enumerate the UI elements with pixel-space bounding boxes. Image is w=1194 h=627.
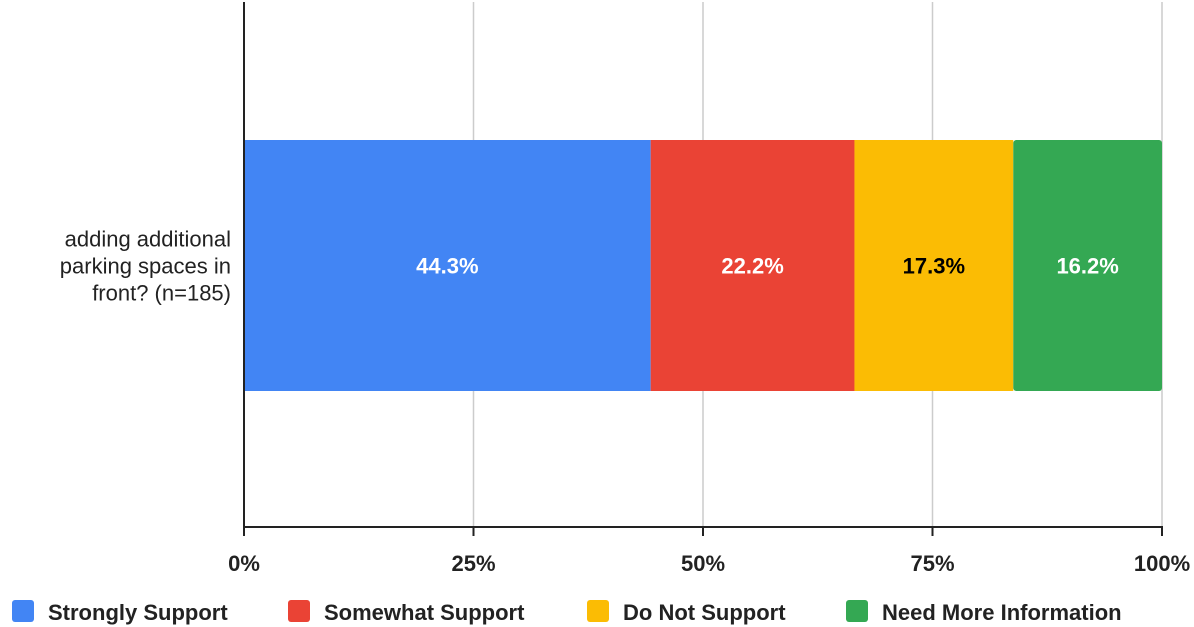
- legend-label: Need More Information: [882, 600, 1122, 625]
- x-tick-label: 0%: [228, 551, 260, 576]
- data-label: 17.3%: [903, 254, 965, 279]
- legend: Strongly Support Somewhat Support Do Not S…: [12, 600, 1122, 625]
- data-label: 22.2%: [721, 254, 783, 279]
- stacked-bar: [244, 140, 1162, 391]
- legend-label: Somewhat Support: [324, 600, 525, 625]
- bar-segment: [650, 140, 855, 391]
- x-tick-label: 25%: [451, 551, 495, 576]
- legend-swatch: [846, 600, 868, 622]
- bar-segment: [1013, 140, 1162, 391]
- axes: 0% 25% 50% 75% 100%: [228, 2, 1190, 576]
- data-labels: 44.3% 22.2% 17.3% 16.2%: [416, 254, 1119, 279]
- data-label: 16.2%: [1056, 254, 1118, 279]
- legend-swatch: [288, 600, 310, 622]
- category-label-line: adding additional: [65, 227, 231, 252]
- x-tick-label: 100%: [1134, 551, 1190, 576]
- bar-segment: [244, 140, 651, 391]
- legend-swatch: [587, 600, 609, 622]
- x-tick-label: 75%: [910, 551, 954, 576]
- category-label-line: front? (n=185): [92, 281, 231, 306]
- legend-label: Strongly Support: [48, 600, 228, 625]
- legend-swatch: [12, 600, 34, 622]
- legend-label: Do Not Support: [623, 600, 786, 625]
- category-label-line: parking spaces in: [60, 254, 231, 279]
- x-tick-label: 50%: [681, 551, 725, 576]
- bar-segment: [854, 140, 1014, 391]
- data-label: 44.3%: [416, 254, 478, 279]
